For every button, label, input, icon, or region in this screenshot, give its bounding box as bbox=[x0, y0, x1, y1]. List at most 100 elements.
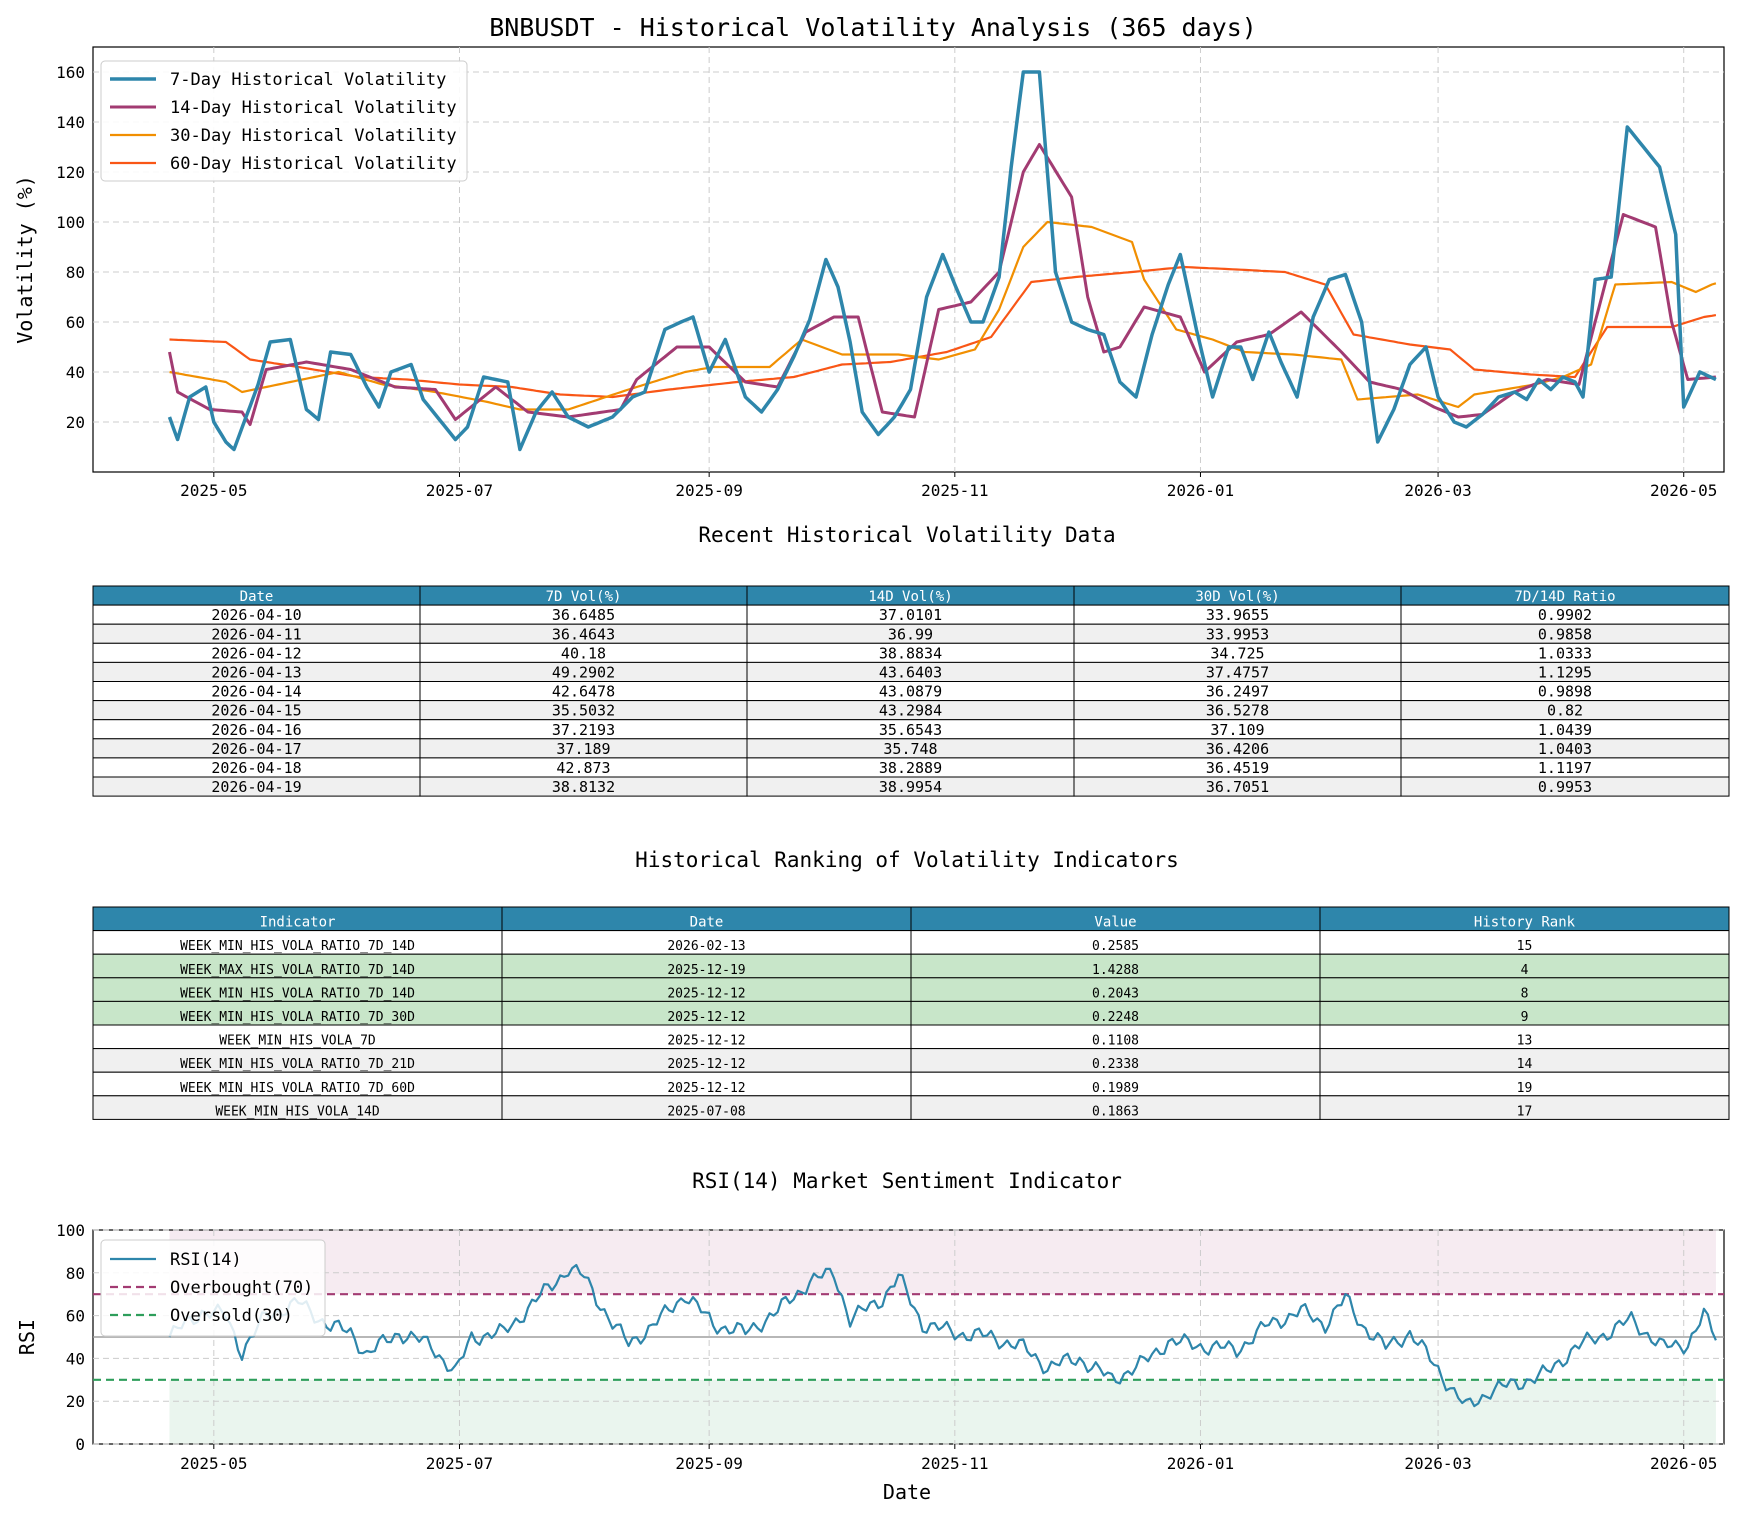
table-cell: 0.9858 bbox=[1538, 625, 1592, 643]
x-tick-label: 2025-11 bbox=[921, 1454, 988, 1473]
table-cell: 2025-07-08 bbox=[667, 1104, 745, 1119]
x-tick-label: 2025-11 bbox=[921, 481, 988, 500]
y-tick-label: 60 bbox=[66, 313, 85, 332]
table-cell: 13 bbox=[1517, 1034, 1533, 1049]
legend: 7-Day Historical Volatility 14-Day Histor… bbox=[100, 60, 468, 182]
table-header-cell: Indicator bbox=[260, 915, 336, 931]
table-cell: 0.1863 bbox=[1092, 1104, 1139, 1119]
table-cell: WEEK_MIN_HIS_VOLA_14D bbox=[215, 1104, 380, 1119]
table-cell: 2026-04-18 bbox=[211, 759, 301, 777]
table-cell: 0.2338 bbox=[1092, 1057, 1139, 1072]
table-row: 2026-04-16 37.2193 35.6543 37.109 1.0439 bbox=[92, 719, 1730, 740]
table-header-cell: 7D/14D Ratio bbox=[1514, 589, 1615, 605]
table-cell: 8 bbox=[1521, 986, 1529, 1001]
table-cell: 0.82 bbox=[1547, 702, 1583, 720]
table-row: 2026-04-17 37.189 35.748 36.4206 1.0403 bbox=[92, 738, 1730, 759]
table-cell: 37.109 bbox=[1210, 721, 1264, 739]
legend-label: Oversold(30) bbox=[170, 1306, 293, 1326]
table-cell: 33.9655 bbox=[1206, 606, 1269, 624]
y-tick-label: 100 bbox=[56, 1221, 85, 1240]
y-tick-label: 40 bbox=[66, 363, 85, 382]
table-header-cell: Value bbox=[1094, 915, 1136, 931]
y-tick-label: 20 bbox=[66, 1392, 85, 1411]
table-cell: 19 bbox=[1517, 1081, 1533, 1096]
table-cell: WEEK_MIN_HIS_VOLA_RATIO_7D_21D bbox=[180, 1057, 415, 1072]
table-cell: 42.873 bbox=[556, 759, 610, 777]
table-cell: 36.2497 bbox=[1206, 683, 1269, 701]
table-cell: 2025-12-12 bbox=[667, 1010, 745, 1025]
table-row: 2026-04-18 42.873 38.2889 36.4519 1.1197 bbox=[92, 757, 1730, 778]
y-tick-label: 40 bbox=[66, 1349, 85, 1368]
table-cell: 2026-04-14 bbox=[211, 683, 301, 701]
table-cell: 2026-04-16 bbox=[211, 721, 301, 739]
table-cell: 43.6403 bbox=[879, 664, 942, 682]
volatility-chart: 20 40 60 80 100 120 140 160 2025-05 2025-07 2025-0… bbox=[13, 46, 1725, 500]
table-cell: 1.0439 bbox=[1538, 721, 1592, 739]
table-cell: 35.5032 bbox=[552, 702, 615, 720]
legend-label: 7-Day Historical Volatility bbox=[170, 70, 446, 90]
table-cell: 2025-12-12 bbox=[667, 1081, 745, 1096]
table-cell: 36.4206 bbox=[1206, 740, 1269, 758]
table-cell: 37.4757 bbox=[1206, 664, 1269, 682]
table-cell: 49.2902 bbox=[552, 664, 615, 682]
table-cell: 2025-12-12 bbox=[667, 986, 745, 1001]
table-cell: 42.6478 bbox=[552, 683, 615, 701]
table-cell: 38.8132 bbox=[552, 778, 615, 796]
plot-frame bbox=[92, 46, 1725, 473]
table-cell: 0.9902 bbox=[1538, 606, 1592, 624]
table2-title: Historical Ranking of Volatility Indicat… bbox=[635, 848, 1179, 872]
table-cell: 0.9898 bbox=[1538, 683, 1592, 701]
table-cell: 37.189 bbox=[556, 740, 610, 758]
table-cell: 36.4519 bbox=[1206, 759, 1269, 777]
series-line-7d bbox=[167, 70, 1717, 452]
table-row: WEEK_MAX_HIS_VOLA_RATIO_7D_14D 2025-12-19… bbox=[92, 953, 1730, 979]
table-cell: 0.2043 bbox=[1092, 986, 1139, 1001]
x-tick-label: 2026-05 bbox=[1650, 481, 1717, 500]
table-cell: 17 bbox=[1517, 1104, 1533, 1119]
x-tick-label: 2025-09 bbox=[675, 1454, 742, 1473]
table-header-cell: 14D Vol(%) bbox=[868, 589, 952, 605]
table-cell: 0.2585 bbox=[1092, 939, 1139, 954]
y-tick-label: 120 bbox=[56, 163, 85, 182]
chart-title: BNBUSDT - Historical Volatility Analysis… bbox=[489, 13, 1257, 42]
table-cell: 2026-04-11 bbox=[211, 625, 301, 643]
table-cell: WEEK_MAX_HIS_VOLA_RATIO_7D_14D bbox=[180, 963, 415, 978]
table-row: 2026-04-14 42.6478 43.0879 36.2497 0.9898 bbox=[92, 681, 1730, 702]
rsi-chart: 0 20 40 60 80 100 2025-05 2025-07 2025-09 2025-11… bbox=[15, 1221, 1725, 1504]
table-cell: 37.2193 bbox=[552, 721, 615, 739]
table-cell: WEEK_MIN_HIS_VOLA_RATIO_7D_14D bbox=[180, 939, 415, 954]
table-cell: 34.725 bbox=[1210, 644, 1264, 662]
table-cell: 2026-04-13 bbox=[211, 664, 301, 682]
table-header-cell: History Rank bbox=[1474, 915, 1576, 931]
table-cell: 36.6485 bbox=[552, 606, 615, 624]
table-row: 2026-04-10 36.6485 37.0101 33.9655 0.9902 bbox=[92, 604, 1730, 625]
table-header-cell: 7D Vol(%) bbox=[546, 589, 622, 605]
table-cell: 15 bbox=[1517, 939, 1533, 954]
table-cell: WEEK_MIN_HIS_VOLA_7D bbox=[219, 1034, 376, 1049]
table-cell: 4 bbox=[1521, 963, 1529, 978]
x-tick-label: 2026-01 bbox=[1167, 1454, 1234, 1473]
table-row: WEEK_MIN_HIS_VOLA_RATIO_7D_14D 2025-12-12… bbox=[92, 977, 1730, 1002]
rsi-line bbox=[168, 1263, 1717, 1408]
x-tick-label: 2025-07 bbox=[426, 1454, 493, 1473]
series-line-30d bbox=[169, 220, 1717, 411]
legend-label: 30-Day Historical Volatility bbox=[170, 126, 457, 146]
table-cell: 36.99 bbox=[888, 625, 933, 643]
table-row: WEEK_MIN_HIS_VOLA_RATIO_7D_60D 2025-12-12… bbox=[92, 1071, 1730, 1097]
table-row: WEEK_MIN_HIS_VOLA_7D 2025-12-12 0.1108 13 bbox=[92, 1024, 1730, 1050]
x-tick-label: 2025-09 bbox=[675, 481, 742, 500]
table-cell: 36.4643 bbox=[552, 625, 615, 643]
y-tick-label: 140 bbox=[56, 113, 85, 132]
y-tick-label: 0 bbox=[75, 1435, 85, 1454]
x-axis-label: Date bbox=[883, 1480, 931, 1504]
series-line-14d bbox=[168, 143, 1717, 426]
table-cell: 35.748 bbox=[883, 740, 937, 758]
oversold-zone bbox=[169, 1379, 1716, 1444]
x-tick-label: 2026-01 bbox=[1167, 481, 1234, 500]
y-axis-label: Volatility (%) bbox=[13, 175, 37, 344]
table-cell: 33.9953 bbox=[1206, 625, 1269, 643]
table-row: 2026-04-12 40.18 38.8834 34.725 1.0333 bbox=[92, 642, 1730, 663]
table-cell: 38.2889 bbox=[879, 759, 942, 777]
table-cell: 1.1295 bbox=[1538, 664, 1592, 682]
